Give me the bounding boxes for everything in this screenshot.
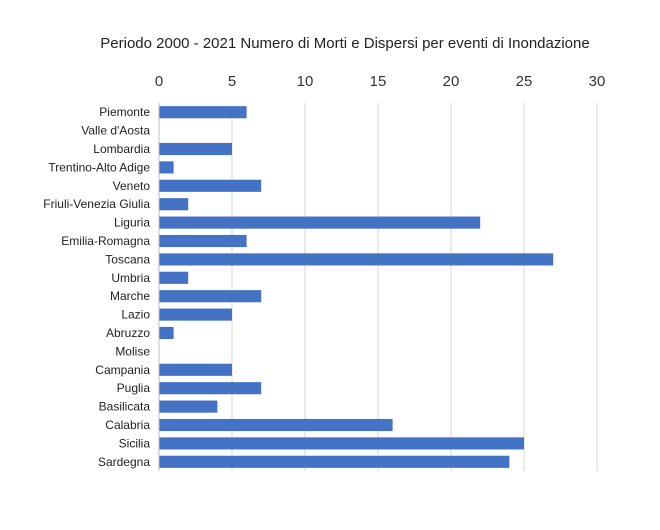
- bar: [159, 308, 232, 321]
- x-tick-label: 20: [443, 73, 460, 90]
- category-label: Calabria: [105, 418, 150, 432]
- bar: [159, 234, 247, 248]
- bar: [159, 161, 174, 174]
- category-label: Umbria: [111, 271, 150, 285]
- bars: [159, 106, 554, 468]
- x-tick-label: 5: [228, 73, 236, 90]
- x-tick-label: 30: [589, 73, 606, 90]
- category-label: Puglia: [117, 381, 151, 395]
- bar: [159, 455, 510, 468]
- category-label: Sicilia: [119, 436, 151, 450]
- x-tick-label: 0: [155, 73, 163, 90]
- bar: [159, 142, 232, 156]
- category-label: Friuli-Venezia Giulia: [43, 197, 150, 211]
- x-axis-ticks: 0 5 10 15 20 25 30: [155, 73, 606, 90]
- x-tick-label: 25: [516, 73, 533, 90]
- category-label: Sardegna: [98, 455, 150, 469]
- y-axis-labels: Piemonte Valle d'Aosta Lombardia Trentino-A…: [43, 105, 150, 469]
- bar: [159, 400, 218, 413]
- bar: [159, 326, 174, 340]
- x-tick-label: 15: [370, 73, 387, 90]
- bar: [159, 198, 189, 211]
- category-label: Liguria: [114, 216, 150, 230]
- category-label: Valle d'Aosta: [81, 124, 150, 138]
- category-label: Campania: [95, 363, 150, 377]
- x-tick-label: 10: [297, 73, 314, 90]
- bar: [159, 106, 247, 119]
- bar: [159, 253, 554, 266]
- category-label: Basilicata: [99, 400, 151, 414]
- bar: [159, 382, 262, 395]
- bar: [159, 179, 262, 192]
- chart-title: Periodo 2000 - 2021 Numero di Morti e Di…: [100, 35, 589, 52]
- category-label: Marche: [110, 289, 150, 303]
- category-label: Veneto: [113, 179, 151, 193]
- category-label: Lombardia: [93, 142, 150, 156]
- bar: [159, 271, 189, 284]
- bar: [159, 216, 481, 229]
- grid-lines: [231, 103, 598, 471]
- bar: [159, 363, 232, 376]
- bar: [159, 437, 524, 450]
- category-label: Piemonte: [99, 105, 150, 119]
- category-label: Molise: [115, 344, 150, 358]
- bar: [159, 290, 262, 303]
- category-label: Lazio: [121, 308, 150, 322]
- category-label: Emilia-Romagna: [61, 234, 150, 248]
- category-label: Abruzzo: [106, 326, 150, 340]
- bar: [159, 418, 393, 432]
- category-label: Toscana: [105, 252, 150, 266]
- category-label: Trentino-Alto Adige: [48, 160, 150, 174]
